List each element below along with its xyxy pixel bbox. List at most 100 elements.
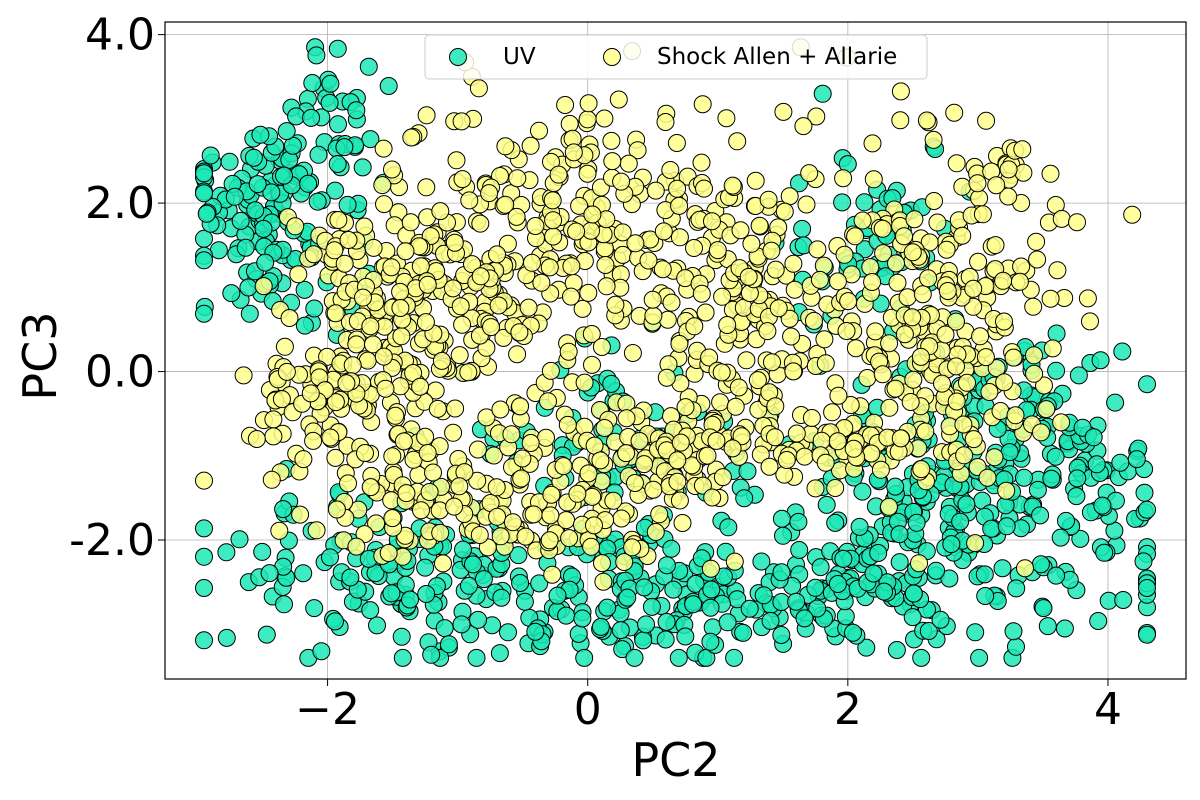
scatter-point <box>613 223 632 242</box>
scatter-point <box>230 530 249 549</box>
scatter-point <box>530 121 548 140</box>
scatter-point <box>789 512 808 531</box>
scatter-point <box>692 284 711 303</box>
scatter-point <box>416 313 435 332</box>
scatter-point <box>519 298 538 317</box>
scatter-point <box>540 531 559 550</box>
scatter-point <box>602 374 621 393</box>
scatter-point <box>816 453 835 472</box>
scatter-point <box>326 181 345 200</box>
scatter-point <box>676 398 695 417</box>
scatter-point <box>718 316 737 334</box>
scatter-point <box>361 478 380 497</box>
scatter-point <box>446 399 465 418</box>
scatter-point <box>957 495 976 514</box>
scatter-point <box>834 549 853 568</box>
scatter-point <box>444 279 462 298</box>
scatter-point <box>492 588 511 607</box>
scatter-point <box>980 383 999 401</box>
scatter-point <box>708 241 727 260</box>
scatter-point <box>1138 500 1156 519</box>
scatter-point <box>970 189 989 208</box>
scatter-point <box>583 355 601 374</box>
scatter-point <box>1134 552 1153 571</box>
scatter-point <box>703 212 721 231</box>
scatter-point <box>1084 428 1103 447</box>
scatter-point <box>573 299 592 318</box>
scatter-point <box>713 287 732 306</box>
scatter-point <box>328 39 347 58</box>
scatter-point <box>1028 250 1047 269</box>
scatter-point <box>498 234 517 253</box>
scatter-point <box>543 191 562 210</box>
scatter-point <box>890 553 909 572</box>
scatter-point <box>347 537 366 556</box>
scatter-point <box>673 514 692 532</box>
scatter-point <box>1014 163 1033 182</box>
scatter-point <box>347 101 366 120</box>
scatter-point <box>539 392 557 411</box>
scatter-point <box>341 568 360 587</box>
scatter-point <box>758 322 777 341</box>
scatter-point <box>628 141 647 160</box>
scatter-point <box>302 108 321 127</box>
scatter-point <box>904 370 923 389</box>
scatter-point <box>1071 529 1090 548</box>
scatter-point <box>488 245 506 264</box>
scatter-point <box>657 368 676 387</box>
scatter-point <box>936 325 955 344</box>
scatter-point <box>696 303 715 322</box>
scatter-point <box>556 96 575 114</box>
scatter-point <box>287 107 306 126</box>
scatter-point <box>295 280 314 299</box>
scatter-point <box>933 374 951 393</box>
scatter-point <box>1000 443 1019 462</box>
scatter-point <box>968 174 987 193</box>
scatter-point <box>617 444 636 463</box>
scatter-point <box>524 505 543 524</box>
scatter-point <box>931 610 950 629</box>
scatter-point <box>713 468 732 487</box>
scatter-point <box>815 330 834 349</box>
scatter-point <box>795 447 814 466</box>
scatter-point <box>863 273 882 291</box>
scatter-point <box>361 317 380 336</box>
scatter-point <box>737 351 756 370</box>
scatter-point <box>450 346 469 365</box>
y-axis-title: PC3 <box>13 311 67 400</box>
scatter-point <box>795 609 814 628</box>
scatter-point <box>846 227 865 246</box>
scatter-point <box>901 393 920 411</box>
y-tick-label: 4.0 <box>85 10 155 61</box>
x-tick-label: 2 <box>834 684 862 735</box>
scatter-point <box>635 578 654 597</box>
scatter-point <box>976 587 995 605</box>
scatter-point <box>964 430 983 449</box>
scatter-point <box>1004 348 1023 367</box>
scatter-point <box>526 622 545 641</box>
scatter-point <box>985 448 1004 467</box>
scatter-point <box>714 567 733 586</box>
scatter-point <box>379 544 398 562</box>
scatter-point <box>777 451 796 469</box>
scatter-point <box>912 460 931 479</box>
scatter-point <box>575 648 594 667</box>
scatter-point <box>886 379 905 398</box>
scatter-point <box>1043 339 1062 358</box>
scatter-point <box>642 597 661 616</box>
scatter-point <box>452 615 471 634</box>
scatter-point <box>417 106 436 125</box>
scatter-point <box>260 564 279 583</box>
scatter-point <box>383 509 402 528</box>
legend-label-shock: Shock Allen + Allarie <box>657 44 897 70</box>
scatter-point <box>549 165 568 184</box>
legend-label-uv: UV <box>503 44 536 70</box>
scatter-point <box>452 112 471 131</box>
scatter-point <box>707 431 726 450</box>
scatter-point <box>692 153 711 172</box>
scatter-point <box>855 193 874 212</box>
scatter-point <box>701 598 720 617</box>
scatter-point <box>468 440 487 459</box>
scatter-point <box>991 402 1010 420</box>
